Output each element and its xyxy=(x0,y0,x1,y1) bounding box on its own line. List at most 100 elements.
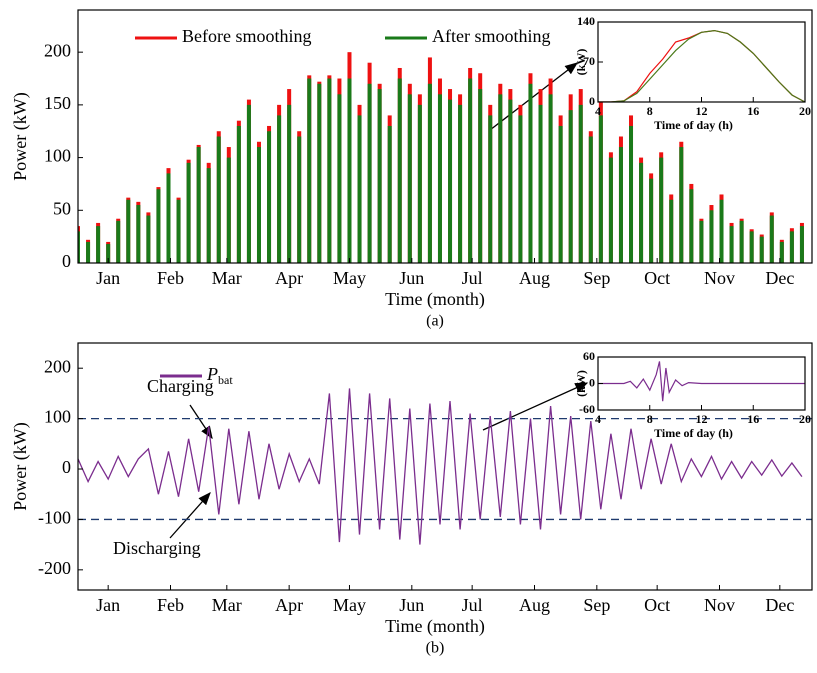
spike xyxy=(196,147,201,263)
x-tick-label: 8 xyxy=(647,104,653,118)
spike xyxy=(689,189,694,263)
spike xyxy=(86,241,91,263)
x-tick-label: Apr xyxy=(275,268,303,288)
spike xyxy=(618,147,623,263)
x-tick-label: May xyxy=(333,268,366,288)
x-tick-label: 20 xyxy=(799,412,811,426)
y-axis-label: (kW) xyxy=(574,370,588,397)
spike xyxy=(427,83,432,263)
legend-name: Before smoothing xyxy=(182,26,311,46)
spike xyxy=(176,199,181,263)
spike xyxy=(96,226,101,263)
legend-name: P xyxy=(206,364,218,384)
spike xyxy=(488,115,493,263)
x-axis-label: Time of day (h) xyxy=(654,118,733,132)
spike xyxy=(327,78,332,263)
spike xyxy=(236,125,241,263)
spike xyxy=(578,104,583,263)
spike xyxy=(669,199,674,263)
arrow xyxy=(489,62,579,131)
spike xyxy=(739,220,744,263)
spike xyxy=(769,215,774,263)
y-tick-label: 200 xyxy=(44,356,71,376)
spike xyxy=(437,94,442,263)
x-axis-label: Time of day (h) xyxy=(654,426,733,440)
y-axis-label: (kW) xyxy=(574,49,588,76)
spike xyxy=(649,178,654,263)
plot-area xyxy=(78,388,812,545)
legend-label: Pbat xyxy=(206,364,233,387)
y-axis-label: Power (kW) xyxy=(10,422,31,510)
spike xyxy=(588,136,593,263)
spike xyxy=(789,231,794,263)
series-line xyxy=(598,29,805,102)
spike xyxy=(387,125,392,263)
spike xyxy=(518,115,523,263)
legend-label: Before smoothing xyxy=(182,26,311,46)
spike xyxy=(156,189,161,263)
spike xyxy=(166,173,171,263)
legend-name: After smoothing xyxy=(432,26,551,46)
x-tick-label: May xyxy=(333,595,366,615)
spike xyxy=(307,78,312,263)
x-tick-label: Jul xyxy=(462,268,483,288)
x-tick-label: 12 xyxy=(696,412,708,426)
x-tick-label: Dec xyxy=(765,595,794,615)
spike xyxy=(287,104,292,263)
spike xyxy=(357,115,362,263)
spike xyxy=(347,78,352,263)
inset-background xyxy=(598,22,805,102)
spike xyxy=(116,220,121,263)
x-tick-label: Sep xyxy=(583,595,610,615)
annotation: Discharging xyxy=(113,538,201,558)
arrow xyxy=(189,404,213,440)
y-tick-label: 50 xyxy=(53,198,71,218)
legend-subscript: bat xyxy=(218,373,233,387)
x-tick-label: Mar xyxy=(212,595,242,615)
spike xyxy=(377,89,382,263)
spike xyxy=(458,104,463,263)
x-tick-label: Oct xyxy=(644,268,670,288)
y-tick-label: 60 xyxy=(583,349,595,363)
y-tick-label: 0 xyxy=(62,251,71,271)
x-tick-label: Apr xyxy=(275,595,303,615)
x-tick-label: Nov xyxy=(704,268,735,288)
spike xyxy=(538,104,543,263)
spike xyxy=(799,226,804,263)
x-tick-label: Jun xyxy=(399,268,424,288)
spike xyxy=(719,199,724,263)
spike xyxy=(679,147,684,263)
spike xyxy=(498,94,503,263)
plot-frame xyxy=(77,9,813,264)
spike xyxy=(598,115,603,263)
spike xyxy=(759,236,764,263)
spike xyxy=(186,162,191,263)
series-line xyxy=(598,361,805,402)
spike xyxy=(367,83,372,263)
x-tick-label: Nov xyxy=(704,595,735,615)
spike xyxy=(337,94,342,263)
spike xyxy=(206,168,211,263)
y-tick-label: 200 xyxy=(44,40,71,60)
spike xyxy=(216,136,221,263)
legend-label: After smoothing xyxy=(432,26,551,46)
spike xyxy=(78,231,80,263)
caption: (a) xyxy=(426,313,444,330)
spike xyxy=(277,115,282,263)
spike xyxy=(558,125,563,263)
arrow xyxy=(482,382,589,431)
x-tick-label: Feb xyxy=(157,595,184,615)
spike xyxy=(478,89,483,263)
x-tick-label: Mar xyxy=(212,268,242,288)
spike xyxy=(146,215,151,263)
x-tick-label: 20 xyxy=(799,104,811,118)
spike xyxy=(729,226,734,263)
spike xyxy=(297,136,302,263)
spike xyxy=(749,231,754,263)
spike xyxy=(659,157,664,263)
y-tick-label: 0 xyxy=(589,375,595,389)
x-tick-label: Feb xyxy=(157,268,184,288)
y-tick-label: 100 xyxy=(44,407,71,427)
y-tick-label: -60 xyxy=(579,402,595,416)
